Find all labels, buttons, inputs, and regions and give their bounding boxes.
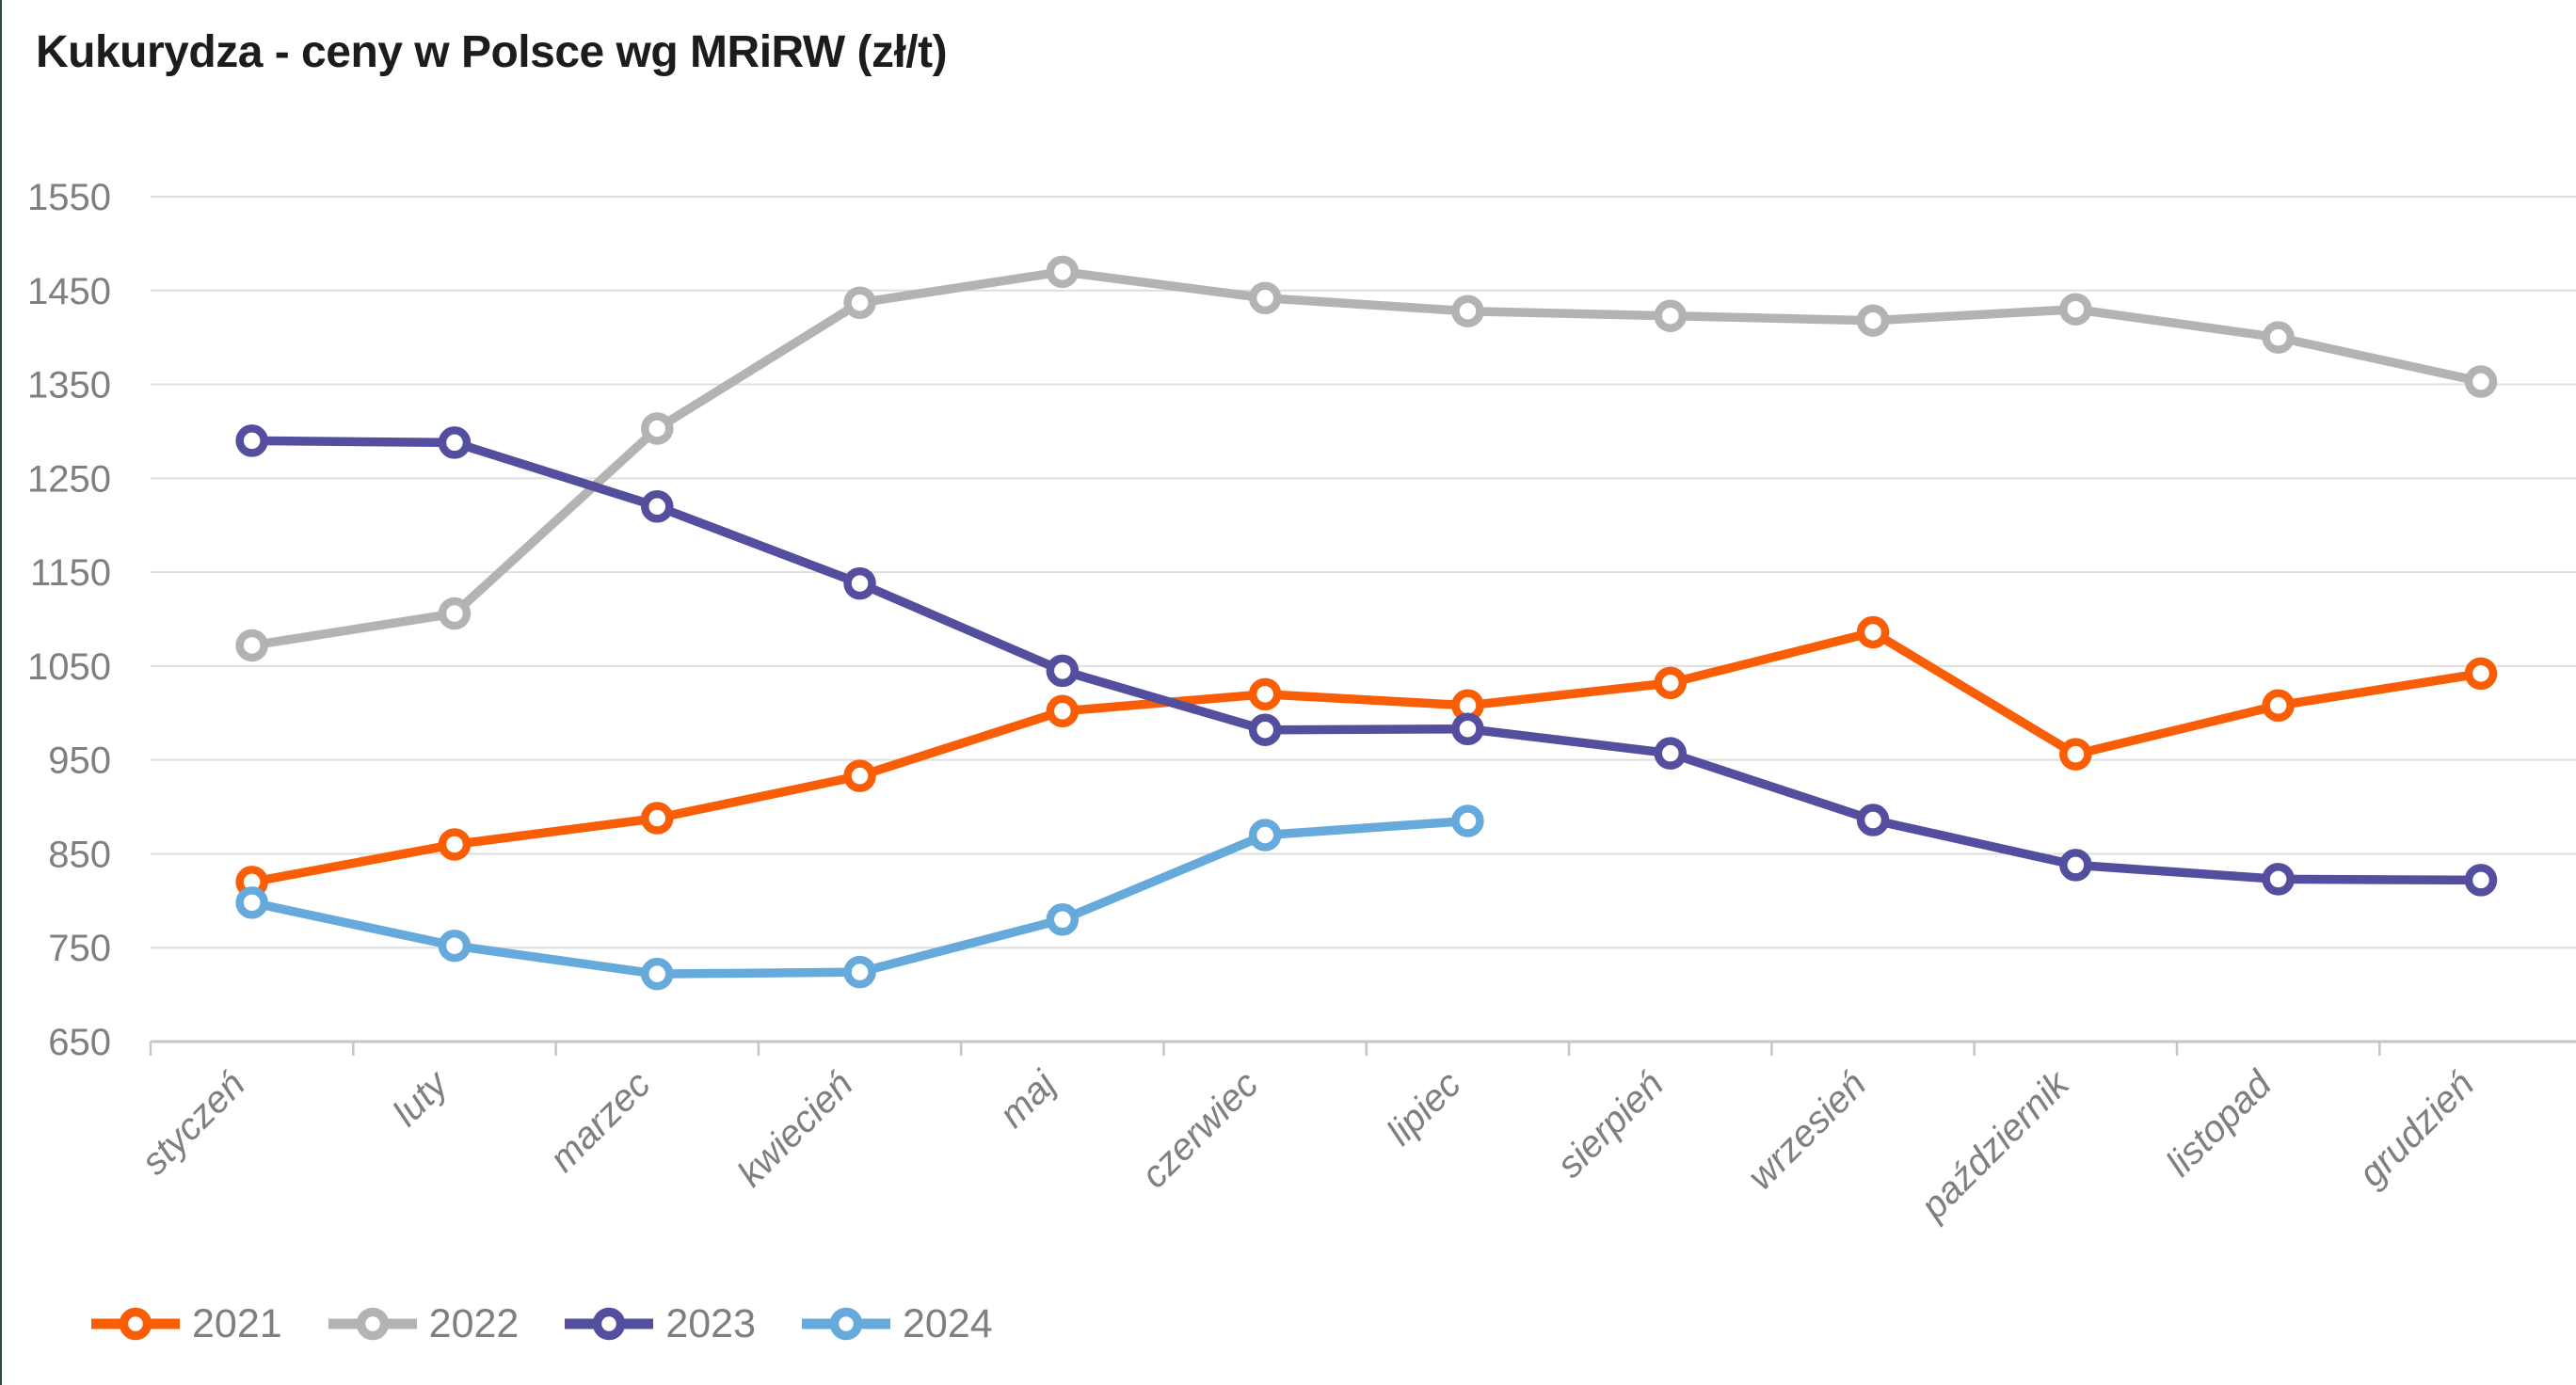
series-line-2023	[247, 436, 2486, 885]
legend-marker-2022-icon	[328, 1307, 417, 1341]
data-point-2021-październik	[2059, 738, 2092, 771]
y-axis-label-950: 950	[48, 740, 111, 782]
x-axis-label-maj: maj	[992, 1062, 1064, 1135]
y-axis-label-1550: 1550	[27, 177, 111, 218]
data-point-2024-maj	[1046, 903, 1080, 936]
chart-title: Kukurydza - ceny w Polsce wg MRiRW (zł/t…	[36, 27, 948, 77]
legend-marker-2024-icon	[802, 1307, 891, 1341]
series-line-2022	[247, 267, 2486, 650]
x-axis-label-kwiecień: kwiecień	[729, 1063, 861, 1195]
data-point-2023-lipiec	[1451, 712, 1484, 745]
x-axis-label-luty: luty	[385, 1061, 457, 1134]
legend-label-2023: 2023	[665, 1301, 757, 1346]
data-point-2021-maj	[1046, 694, 1080, 728]
data-point-2021-kwiecień	[843, 759, 876, 792]
data-point-2022-marzec	[641, 412, 674, 445]
data-point-2021-grudzień	[2464, 657, 2498, 691]
data-point-2024-luty	[438, 929, 472, 963]
legend-label-2021: 2021	[192, 1301, 282, 1346]
x-axis-label-czerwiec: czerwiec	[1133, 1063, 1266, 1196]
y-axis-label-1450: 1450	[27, 271, 111, 312]
y-axis-label-1250: 1250	[27, 458, 111, 500]
data-point-2023-październik	[2059, 849, 2092, 882]
data-point-2024-lipiec	[1451, 804, 1484, 837]
y-axis-label-750: 750	[48, 928, 111, 969]
data-point-2022-listopad	[2262, 321, 2295, 354]
data-point-2023-czerwiec	[1248, 713, 1282, 746]
data-point-2022-kwiecień	[843, 286, 876, 319]
data-point-2021-marzec	[641, 802, 674, 835]
data-point-2023-luty	[438, 426, 472, 459]
x-axis-label-sierpień: sierpień	[1549, 1063, 1672, 1186]
data-point-2022-wrzesień	[1856, 304, 1890, 337]
data-point-2022-październik	[2059, 293, 2092, 326]
data-point-2024-styczeń	[235, 886, 268, 919]
line-chart-plot: 1550 1450 1350 1250 1150 1050 950 850 750 650 styc…	[27, 177, 2576, 1228]
x-axis-label-lipiec: lipiec	[1379, 1063, 1469, 1154]
data-point-2023-wrzesień	[1856, 804, 1890, 836]
data-point-2022-lipiec	[1451, 295, 1484, 327]
y-axis-label-1050: 1050	[27, 646, 111, 688]
legend-marker-2021-icon	[91, 1307, 180, 1341]
x-axis-label-grudzień: grudzień	[2351, 1063, 2483, 1195]
left-edge-border	[0, 0, 2, 1385]
legend-item-2021: 2021	[88, 1302, 282, 1345]
x-axis-label-listopad: listopad	[2158, 1062, 2280, 1185]
data-point-2022-sierpień	[1654, 299, 1687, 332]
data-point-2022-grudzień	[2464, 365, 2498, 398]
legend-item-2022: 2022	[326, 1301, 520, 1346]
data-point-2023-marzec	[641, 490, 674, 523]
legend-label-2022: 2022	[428, 1301, 520, 1346]
data-point-2023-styczeń	[235, 424, 268, 457]
x-axis-label-październik: październik	[1912, 1062, 2078, 1228]
data-point-2022-czerwiec	[1248, 281, 1282, 315]
y-axis-label-1150: 1150	[30, 552, 111, 594]
data-point-2023-sierpień	[1654, 737, 1687, 770]
y-axis-label-650: 650	[48, 1022, 111, 1063]
y-axis-label-850: 850	[48, 834, 111, 875]
data-point-2022-styczeń	[235, 629, 268, 662]
data-point-2021-listopad	[2262, 689, 2295, 723]
data-point-2021-czerwiec	[1248, 677, 1282, 711]
data-point-2022-luty	[438, 597, 472, 630]
y-axis-label-1350: 1350	[27, 365, 111, 406]
data-point-2021-sierpień	[1654, 666, 1687, 700]
data-point-2024-marzec	[641, 957, 674, 991]
x-axis-label-marzec: marzec	[542, 1063, 659, 1180]
legend-item-2024: 2024	[799, 1302, 993, 1345]
data-point-2021-luty	[438, 828, 472, 861]
legend-marker-2023-icon	[565, 1307, 654, 1341]
x-axis-label-wrzesień: wrzesień	[1740, 1063, 1875, 1198]
legend-item-2023: 2023	[562, 1302, 756, 1345]
series-line-2021	[247, 628, 2486, 887]
data-point-2024-czerwiec	[1248, 819, 1282, 852]
data-point-2023-maj	[1046, 654, 1080, 688]
data-point-2023-listopad	[2262, 863, 2295, 896]
legend-label-2024: 2024	[903, 1301, 993, 1346]
x-axis-label-styczeń: styczeń	[134, 1063, 253, 1183]
data-point-2023-kwiecień	[843, 566, 876, 600]
data-point-2021-wrzesień	[1856, 615, 1890, 649]
data-point-2023-grudzień	[2464, 864, 2498, 897]
data-point-2024-kwiecień	[843, 955, 876, 989]
chart-legend: 2021 2022 2023 2024	[88, 1302, 993, 1345]
data-point-2022-maj	[1046, 255, 1080, 289]
